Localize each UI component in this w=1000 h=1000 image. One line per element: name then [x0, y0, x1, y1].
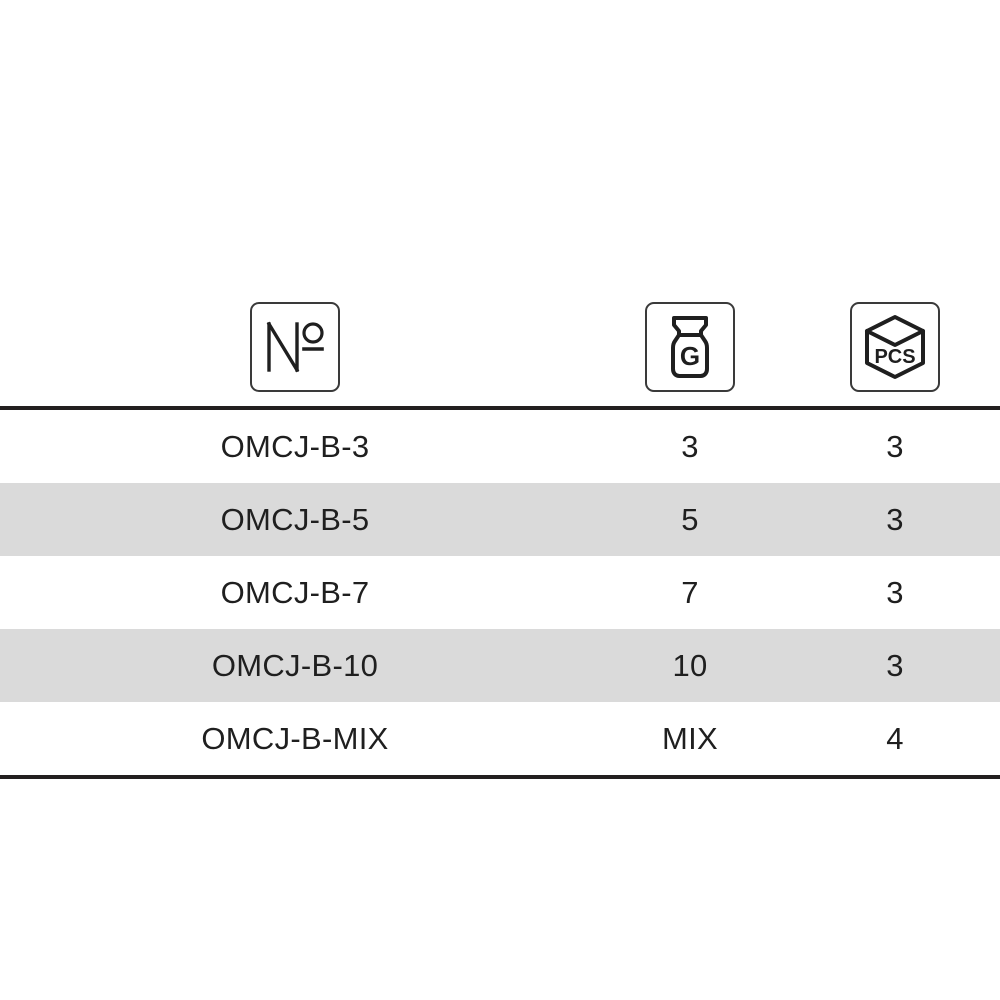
cell-grams: MIX — [661, 720, 718, 756]
table-row[interactable]: OMCJ-B-7 7 3 — [0, 556, 1000, 629]
numero-icon — [250, 302, 340, 392]
cell-code: OMCJ-B-3 — [220, 428, 370, 464]
svg-text:G: G — [680, 341, 700, 371]
cell-code: OMCJ-B-7 — [220, 574, 370, 610]
cell-pcs: 3 — [886, 501, 904, 537]
cell-code: OMCJ-B-5 — [220, 501, 370, 537]
table-row[interactable]: OMCJ-B-3 3 3 — [0, 410, 1000, 483]
table-row[interactable]: OMCJ-B-5 5 3 — [0, 483, 1000, 556]
table-header-row: G PCS — [0, 288, 1000, 410]
cell-grams: 10 — [672, 647, 708, 683]
cell-pcs: 3 — [886, 428, 904, 464]
table-row[interactable]: OMCJ-B-10 10 3 — [0, 629, 1000, 702]
cell-pcs: 3 — [886, 574, 904, 610]
cell-code: OMCJ-B-10 — [211, 647, 379, 683]
box-pcs-icon: PCS — [850, 302, 940, 392]
cell-pcs: 3 — [886, 647, 904, 683]
table-header-cell-grams: G — [590, 302, 790, 392]
table-bottom-rule — [0, 775, 1000, 779]
svg-text:PCS: PCS — [874, 346, 915, 368]
cell-grams: 5 — [681, 501, 699, 537]
cell-pcs: 4 — [886, 720, 904, 756]
cell-grams: 3 — [681, 428, 699, 464]
table-header-cell-code — [0, 302, 590, 392]
table-row[interactable]: OMCJ-B-MIX MIX 4 — [0, 702, 1000, 775]
cell-code: OMCJ-B-MIX — [201, 720, 389, 756]
cell-grams: 7 — [681, 574, 699, 610]
jar-gram-icon: G — [645, 302, 735, 392]
table-body: OMCJ-B-3 3 3 OMCJ-B-5 5 3 OMCJ-B-7 7 3 O… — [0, 410, 1000, 775]
table-header-cell-pcs: PCS — [790, 302, 1000, 392]
spec-table: G PCS OM — [0, 288, 1000, 779]
